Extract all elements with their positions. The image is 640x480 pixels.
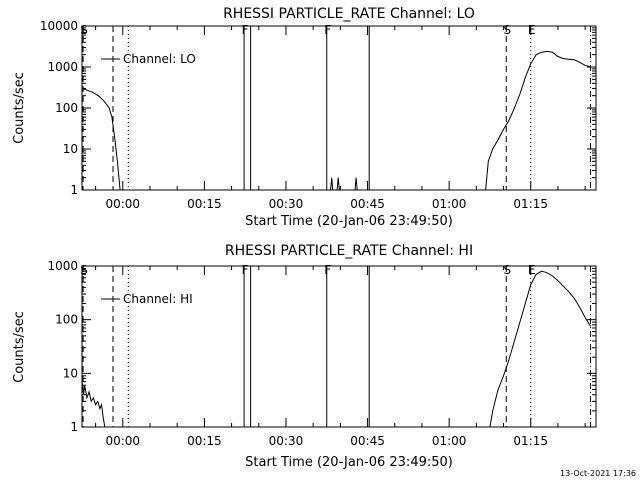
y-tick-label-lo: 1 — [70, 183, 78, 197]
data-line-lo — [330, 177, 334, 191]
chart-panel-lo: RHESSI PARTICLE_RATE Channel: LO Start T… — [12, 6, 597, 229]
plot-area-lo: 1 10 100 1000 10000 00:00 00:15 00:30 00:45 01:00… — [40, 19, 597, 211]
x-tick-label-hi: 00:45 — [350, 434, 385, 448]
event-marker-label-hi: S — [503, 263, 511, 277]
x-tick-label-hi: 00:30 — [269, 434, 304, 448]
data-line-hi — [81, 381, 106, 428]
axes-frame-hi — [81, 265, 597, 428]
x-tick-label-hi: 00:15 — [187, 434, 222, 448]
x-tick-label-lo: 00:45 — [350, 197, 385, 211]
x-tick-label-lo: 01:00 — [432, 197, 467, 211]
y-tick-label-hi: 1 — [70, 420, 78, 434]
event-marker-label-hi: S — [80, 263, 88, 277]
legend-label-lo: Channel: LO — [123, 52, 196, 66]
data-line-lo — [354, 177, 358, 191]
x-axis-label-hi: Start Time (20-Jan-06 23:49:50) — [245, 455, 453, 470]
event-marker-label-lo: S — [80, 23, 88, 37]
x-tick-label-hi: 00:00 — [105, 434, 140, 448]
event-marker-label-lo: E — [528, 23, 536, 37]
x-tick-label-hi: 01:15 — [513, 434, 548, 448]
y-tick-label-hi: 1000 — [47, 259, 78, 273]
event-marker-label-lo: F — [324, 23, 331, 37]
plot-area-hi: 1 10 100 1000 00:00 00:15 00:30 00:45 01:00 01:15… — [47, 259, 597, 448]
footer-timestamp: 13-Oct-2021 17:36 — [560, 469, 636, 478]
y-axis-label-hi: Counts/sec — [12, 311, 27, 383]
x-axis-label-lo: Start Time (20-Jan-06 23:49:50) — [245, 214, 453, 229]
y-tick-label-lo: 1000 — [47, 60, 78, 74]
x-tick-label-hi: 01:00 — [432, 434, 467, 448]
legend-label-hi: Channel: HI — [123, 292, 193, 306]
event-marker-label-lo: S — [503, 23, 511, 37]
x-tick-label-lo: 00:15 — [187, 197, 222, 211]
x-tick-label-lo: 01:15 — [513, 197, 548, 211]
y-tick-label-lo: 100 — [55, 101, 78, 115]
data-line-lo — [485, 50, 591, 191]
data-line-lo — [336, 177, 340, 191]
chart-title-lo: RHESSI PARTICLE_RATE Channel: LO — [223, 6, 475, 22]
chart-title-hi: RHESSI PARTICLE_RATE Channel: HI — [225, 243, 473, 259]
chart-panel-hi: RHESSI PARTICLE_RATE Channel: HI Start T… — [12, 243, 597, 470]
x-tick-label-lo: 00:00 — [105, 197, 140, 211]
y-tick-label-hi: 100 — [55, 313, 78, 327]
y-tick-label-lo: 10000 — [40, 19, 78, 33]
event-marker-label-hi: F — [324, 263, 331, 277]
y-tick-label-hi: 10 — [63, 366, 78, 380]
y-tick-label-lo: 10 — [63, 142, 78, 156]
y-axis-label-lo: Counts/sec — [12, 72, 27, 144]
data-line-hi — [489, 270, 592, 428]
event-marker-label-hi: F — [242, 263, 249, 277]
x-tick-label-lo: 00:30 — [269, 197, 304, 211]
data-line-lo — [81, 87, 121, 191]
event-marker-label-hi: E — [528, 263, 536, 277]
event-marker-label-lo: F — [242, 23, 249, 37]
